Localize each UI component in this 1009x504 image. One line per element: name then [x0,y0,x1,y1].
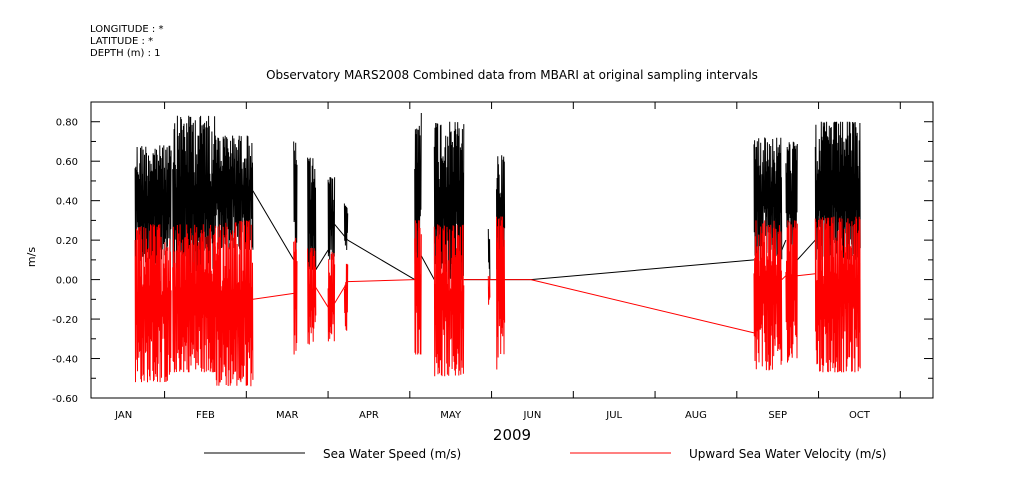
axis-layer: -0.60 -0.40 -0.20 0.00 0.20 0.40 0.60 0.80 JAN FE… [52,101,934,421]
chart-title: Observatory MARS2008 Combined data from … [266,68,758,82]
series-data-burst [343,203,349,251]
series-data-burst [414,220,422,355]
y-axis-label: m/s [25,247,38,267]
series-data-burst [753,220,783,371]
x-tick-label: AUG [685,410,707,421]
series-data-burst [327,177,336,260]
depth-label: DEPTH (m) : 1 [90,48,161,59]
legend: Sea Water Speed (m/s) Upward Sea Water V… [204,447,886,461]
series-gap-line [315,249,329,270]
latitude-label: LATITUDE : * [90,36,154,47]
x-tick-label: MAY [440,410,462,421]
series-gap-line [796,239,816,261]
y-tick-label: 0.80 [56,118,78,129]
y-tick-label: -0.60 [52,394,78,405]
x-tick-label: JAN [114,410,132,421]
series-gap-line [781,275,787,280]
series-gap-line [347,239,415,281]
series-data-burst [753,137,783,260]
x-tick-label: MAR [276,410,298,421]
y-tick-label: -0.20 [52,315,78,326]
series-layer [134,112,861,387]
series-gap-line [420,255,435,280]
y-tick-label: 0.60 [56,157,78,168]
series-gap-line [252,292,294,300]
series-data-burst [487,228,491,280]
longitude-label: LONGITUDE : * [90,24,164,35]
series-gap-line [334,223,349,241]
x-axis-label: 2009 [493,426,531,444]
x-tick-label: SEP [768,410,787,421]
series-data-burst [134,145,172,264]
y-tick-label: 0.40 [56,197,78,208]
series-data-burst [327,251,336,342]
series-data-burst [496,216,506,370]
x-tick-label: JUL [605,410,622,421]
series-data-burst [814,216,861,373]
series-data-burst [785,220,798,363]
series-data-burst [293,237,298,355]
series-data-burst [814,121,861,260]
series-gap-line [252,190,295,261]
x-tick-label: APR [359,410,379,421]
series-upward-velocity [134,216,861,387]
header-metadata: LONGITUDE : * LATITUDE : * DEPTH (m) : 1 [90,24,163,60]
x-tick-label: FEB [196,410,215,421]
series-gap-line [530,259,755,281]
series-data-burst [214,135,254,251]
series-gap-line [334,281,349,304]
y-tick-label: 0.20 [56,236,78,247]
legend-label-speed: Sea Water Speed (m/s) [323,447,461,461]
series-gap-line [530,279,755,334]
series-gap-line [797,273,816,277]
series-gap-line [347,279,415,283]
x-tick-label: JUN [523,410,542,421]
series-data-burst [433,224,465,377]
y-tick-label: 0.00 [56,276,78,287]
series-data-burst [307,247,317,345]
series-data-burst [343,263,349,331]
series-gap-line [781,239,787,251]
series-data-burst [172,115,216,276]
y-tick-label: -0.40 [52,355,78,366]
legend-label-upward: Upward Sea Water Velocity (m/s) [689,447,886,461]
series-gap-line [315,287,329,308]
plot-frame [90,101,934,399]
series-data-burst [172,224,216,373]
x-tick-label: OCT [849,410,871,421]
series-data-burst [134,224,172,383]
series-data-burst [214,220,254,387]
